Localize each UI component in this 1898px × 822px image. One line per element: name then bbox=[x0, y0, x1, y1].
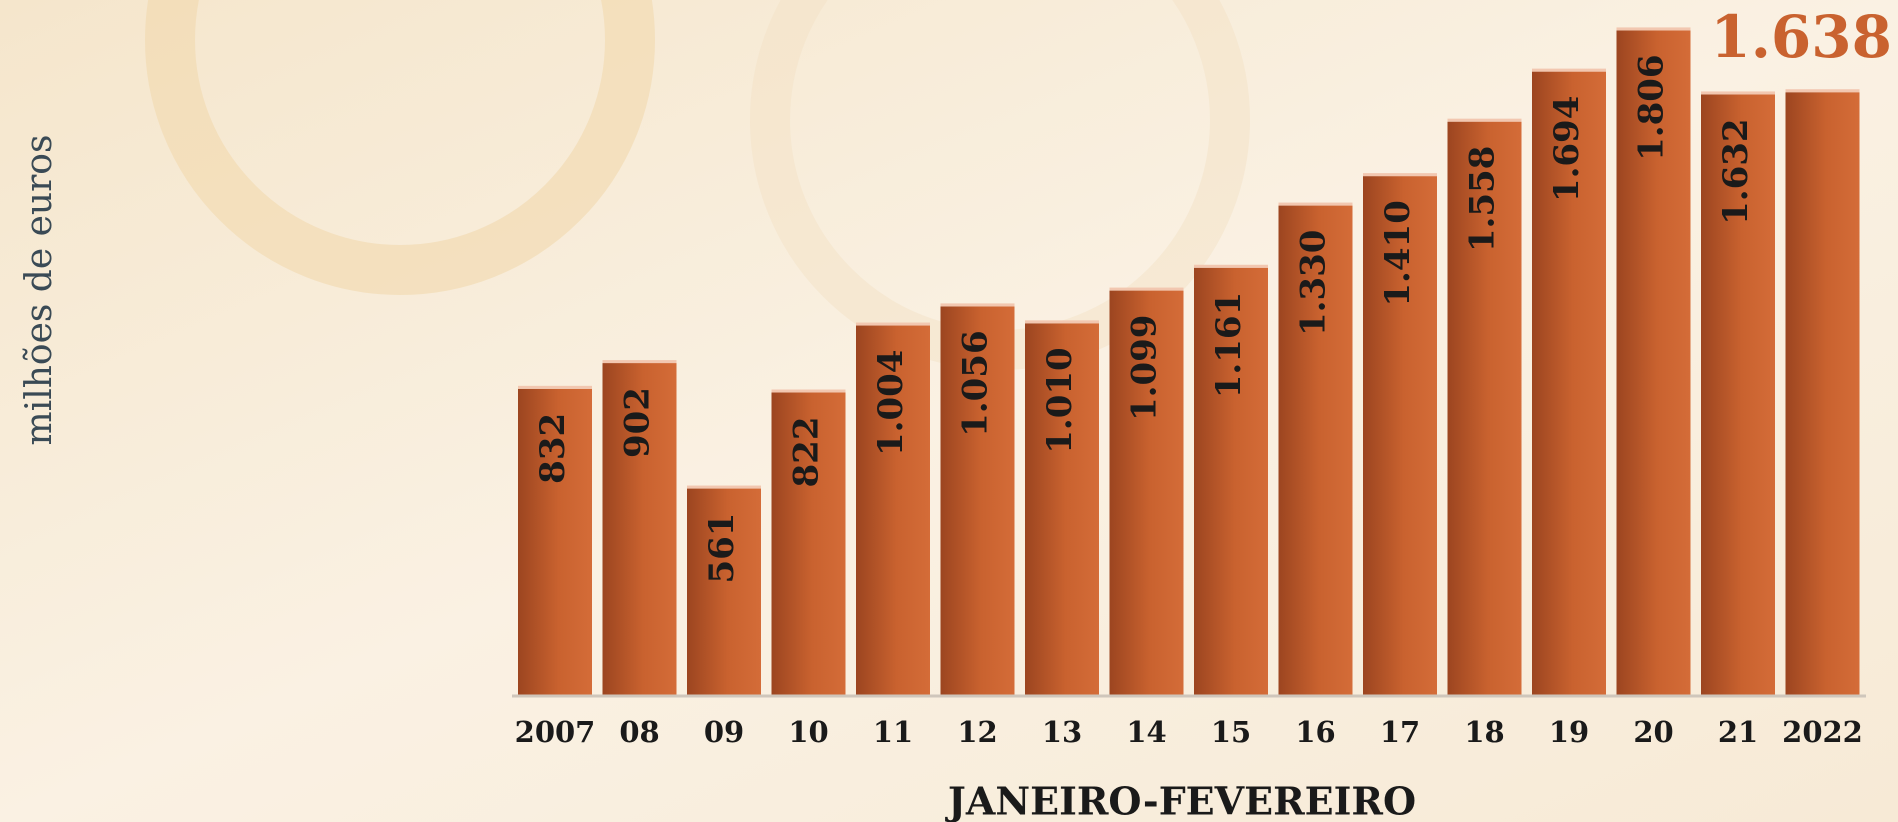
bar bbox=[518, 388, 592, 695]
value-label: 1.161 bbox=[1209, 292, 1249, 398]
bar-top bbox=[1025, 320, 1099, 324]
value-label: 902 bbox=[618, 387, 658, 458]
x-tick-label: 17 bbox=[1380, 715, 1420, 749]
bar-top bbox=[1616, 27, 1691, 31]
x-tick-label: 2007 bbox=[515, 715, 596, 749]
x-tick-label: 12 bbox=[957, 715, 997, 749]
bar-top bbox=[1701, 91, 1775, 95]
x-tick-label: 08 bbox=[619, 715, 659, 749]
bar-top bbox=[1785, 89, 1860, 93]
x-tick-label: 09 bbox=[704, 715, 744, 749]
x-tick-label: 20 bbox=[1633, 715, 1673, 749]
bar bbox=[1109, 290, 1184, 695]
bar-top bbox=[771, 389, 846, 393]
value-label: 822 bbox=[787, 417, 827, 488]
bar-top bbox=[1109, 287, 1184, 291]
bar bbox=[1616, 30, 1691, 696]
bar-top bbox=[602, 360, 677, 364]
x-tick-label: 16 bbox=[1295, 715, 1335, 749]
x-tick-label: 2022 bbox=[1782, 715, 1863, 749]
bar-top bbox=[1278, 202, 1353, 206]
bar bbox=[856, 325, 930, 695]
bar bbox=[1447, 121, 1522, 696]
bar-top bbox=[687, 485, 761, 489]
value-label: 1.806 bbox=[1632, 54, 1672, 160]
value-label: 832 bbox=[533, 413, 573, 484]
value-label: 1.056 bbox=[956, 330, 996, 436]
bar bbox=[1278, 205, 1353, 696]
value-label: 1.638 bbox=[1710, 3, 1892, 71]
value-label: 1.010 bbox=[1040, 347, 1080, 453]
x-tick-label: 15 bbox=[1211, 715, 1251, 749]
bar bbox=[771, 392, 846, 695]
value-label: 1.632 bbox=[1716, 118, 1756, 224]
bar bbox=[1194, 267, 1268, 695]
bar bbox=[1701, 94, 1775, 695]
x-tick-label: 18 bbox=[1464, 715, 1504, 749]
bar bbox=[1025, 323, 1099, 695]
value-label: 1.410 bbox=[1378, 200, 1418, 306]
x-tick-label: 14 bbox=[1126, 715, 1166, 749]
bar-top bbox=[856, 322, 930, 326]
value-label: 1.099 bbox=[1125, 315, 1165, 421]
plot: 832 2007 902 08 561 09 822 10 1.004 11 1.056 12 1.01… bbox=[512, 3, 1892, 749]
bar bbox=[1363, 176, 1437, 695]
bar-top bbox=[1194, 264, 1268, 268]
bar-top bbox=[940, 303, 1015, 307]
value-label: 1.558 bbox=[1463, 146, 1503, 252]
bar bbox=[602, 363, 677, 695]
bar-top bbox=[1532, 68, 1606, 72]
value-label: 561 bbox=[702, 513, 742, 584]
value-label: 1.694 bbox=[1547, 96, 1587, 202]
x-tick-label: 19 bbox=[1549, 715, 1589, 749]
x-tick-label: 11 bbox=[873, 715, 913, 749]
value-label: 1.004 bbox=[871, 350, 911, 456]
x-tick-label: 10 bbox=[788, 715, 828, 749]
decoration bbox=[145, 0, 655, 295]
y-axis-label: milhões de euros bbox=[19, 135, 60, 446]
bar bbox=[687, 488, 761, 695]
value-label: 1.330 bbox=[1294, 230, 1334, 336]
bar bbox=[1532, 71, 1606, 695]
bar-top bbox=[1447, 118, 1522, 122]
x-tick-label: 13 bbox=[1042, 715, 1082, 749]
x-tick-label: 21 bbox=[1718, 715, 1758, 749]
bar bbox=[940, 306, 1015, 695]
bar-top bbox=[1363, 173, 1437, 177]
x-axis-label: JANEIRO-FEVEREIRO bbox=[945, 779, 1416, 822]
bar-top bbox=[518, 385, 592, 389]
bar bbox=[1785, 92, 1860, 695]
